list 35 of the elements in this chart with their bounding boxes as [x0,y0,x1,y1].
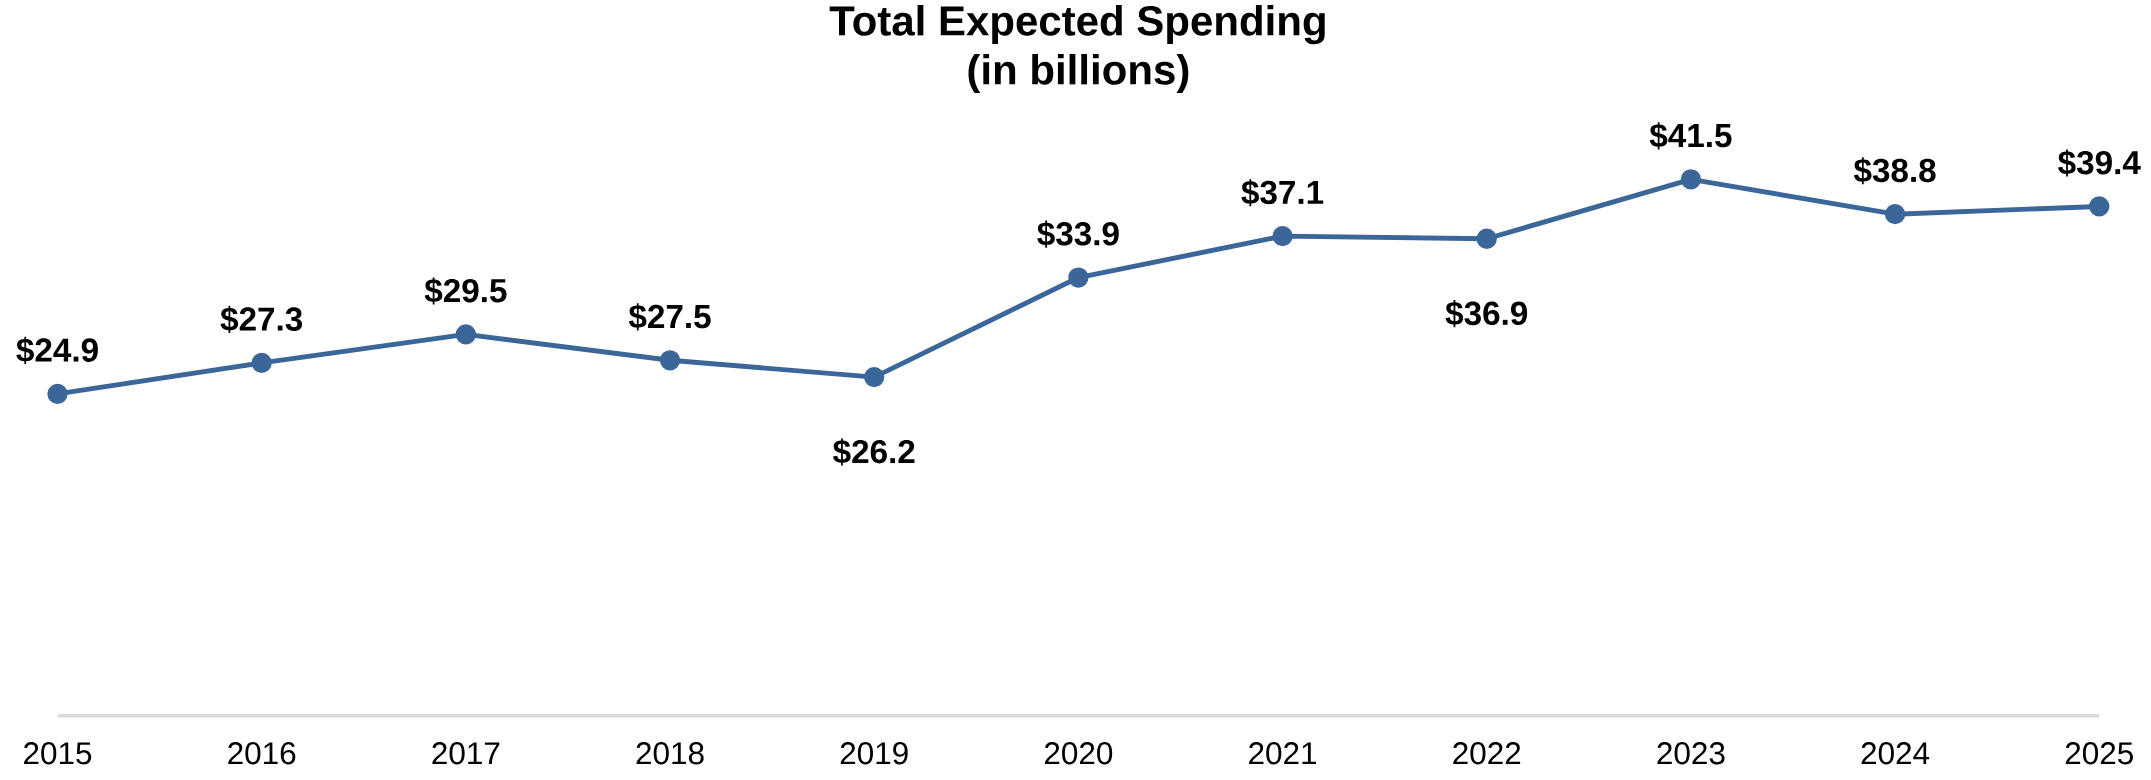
data-label: $26.2 [833,438,915,466]
x-tick-label: 2025 [2065,741,2133,765]
data-label: $36.9 [1445,299,1528,328]
data-label: $27.5 [628,303,711,331]
x-tick-label: 2023 [1657,741,1725,765]
chart-subtitle: (in billions) [968,53,1189,93]
x-tick-label: 2017 [432,741,500,765]
point [455,324,476,345]
point [1068,267,1089,288]
chart-title: Total Expected Spending [829,4,1325,45]
x-tick-label: 2022 [1453,741,1521,765]
data-label: $24.9 [16,336,98,364]
x-tick-label: 2018 [636,741,704,765]
point [251,352,272,373]
data-label: $41.5 [1649,122,1732,150]
x-tick-label: 2024 [1861,741,1930,765]
x-tick-label: 2019 [840,741,908,765]
x-tick-label: 2015 [24,741,92,765]
data-label: $29.5 [424,277,507,305]
data-label: $37.1 [1241,178,1324,207]
data-label: $39.4 [2058,149,2141,177]
point [1272,225,1293,247]
point [659,349,681,371]
data-label: $33.9 [1037,220,1119,248]
point [864,366,885,387]
x-tick-label: 2021 [1249,741,1317,765]
x-tick-label: 2016 [228,741,296,765]
x-tick-label: 2020 [1044,741,1113,765]
point [1680,168,1702,190]
point [1476,228,1497,249]
point [1884,203,1906,225]
point [47,383,68,404]
data-label: $38.8 [1853,156,1936,185]
point [2089,196,2110,217]
data-label: $27.3 [220,305,303,333]
